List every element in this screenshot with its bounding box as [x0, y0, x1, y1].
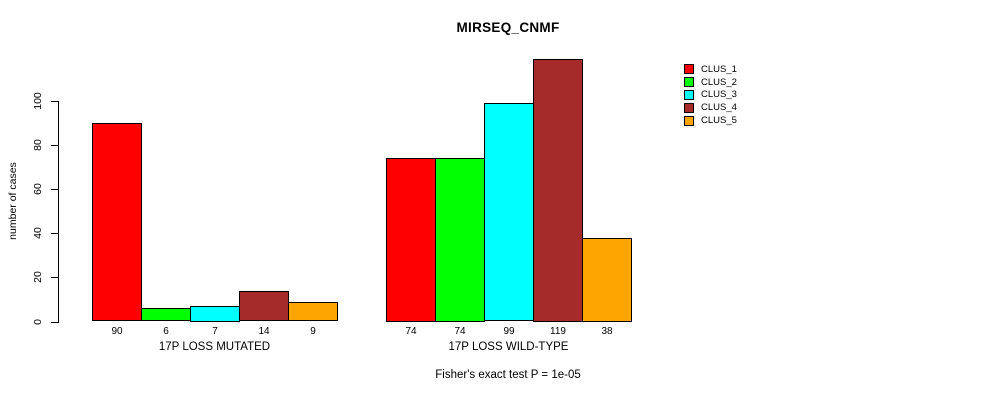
bar-value-label: 74 — [454, 326, 466, 337]
bar-clus-1-group2 — [386, 158, 436, 322]
y-axis-line — [58, 100, 59, 323]
legend-item-clus-2: CLUS_2 — [684, 76, 737, 89]
bar-value-label: 99 — [503, 326, 515, 337]
bar-clus-3-group1 — [190, 306, 240, 322]
y-axis-tick-label: 60 — [32, 183, 44, 195]
legend-swatch-clus-1 — [684, 64, 694, 75]
y-axis-tick-label: 80 — [32, 138, 44, 151]
y-axis-tick — [51, 233, 58, 234]
bar-value-label: 119 — [550, 326, 566, 337]
y-axis-tick — [51, 189, 58, 190]
legend: CLUS_1 CLUS_2 CLUS_3 CLUS_4 CLUS_5 — [684, 63, 737, 127]
legend-label-clus-1: CLUS_1 — [701, 63, 737, 75]
legend-item-clus-1: CLUS_1 — [684, 63, 737, 76]
bar-value-label: 14 — [258, 326, 270, 337]
bar-value-label: 38 — [601, 326, 613, 337]
y-axis-tick — [51, 277, 58, 278]
y-axis-tick-label: 20 — [32, 271, 44, 284]
bar-clus-2-group1 — [141, 308, 191, 322]
legend-item-clus-3: CLUS_3 — [684, 89, 737, 102]
bar-clus-4-group2 — [533, 58, 583, 322]
legend-swatch-clus-4 — [684, 102, 694, 113]
bar-value-label: 74 — [405, 326, 417, 337]
bar-value-label: 7 — [212, 326, 218, 337]
bar-clus-1-group1 — [92, 122, 142, 322]
bar-value-label: 90 — [111, 326, 123, 337]
y-axis-tick-label: 40 — [32, 227, 44, 239]
legend-item-clus-5: CLUS_5 — [684, 114, 737, 127]
legend-label-clus-2: CLUS_2 — [701, 76, 737, 88]
legend-swatch-clus-2 — [684, 77, 694, 88]
bar-clus-5-group1 — [288, 301, 338, 322]
x-axis-group-label: 17P LOSS WILD-TYPE — [448, 341, 569, 353]
y-axis-tick — [51, 145, 58, 146]
chart-title: MIRSEQ_CNMF — [456, 20, 560, 35]
bar-clus-2-group2 — [435, 158, 485, 322]
legend-swatch-clus-5 — [684, 115, 694, 126]
x-axis-group-label: 17P LOSS MUTATED — [158, 341, 271, 353]
y-axis-tick — [51, 101, 58, 102]
bar-value-label: 6 — [163, 326, 169, 337]
y-axis-tick-label: 0 — [32, 318, 44, 325]
bar-clus-3-group2 — [484, 102, 534, 322]
legend-label-clus-3: CLUS_3 — [701, 89, 737, 101]
legend-swatch-clus-3 — [684, 89, 694, 100]
legend-label-clus-5: CLUS_5 — [701, 115, 737, 127]
bar-clus-4-group1 — [239, 290, 289, 322]
y-axis-tick-label: 100 — [32, 91, 44, 110]
legend-item-clus-4: CLUS_4 — [684, 101, 737, 114]
legend-label-clus-4: CLUS_4 — [701, 102, 737, 114]
y-axis-tick — [51, 322, 58, 323]
bar-value-label: 9 — [310, 326, 316, 337]
annotation-text: Fisher's exact test P = 1e-05 — [435, 369, 581, 381]
bar-clus-5-group2 — [582, 237, 632, 322]
